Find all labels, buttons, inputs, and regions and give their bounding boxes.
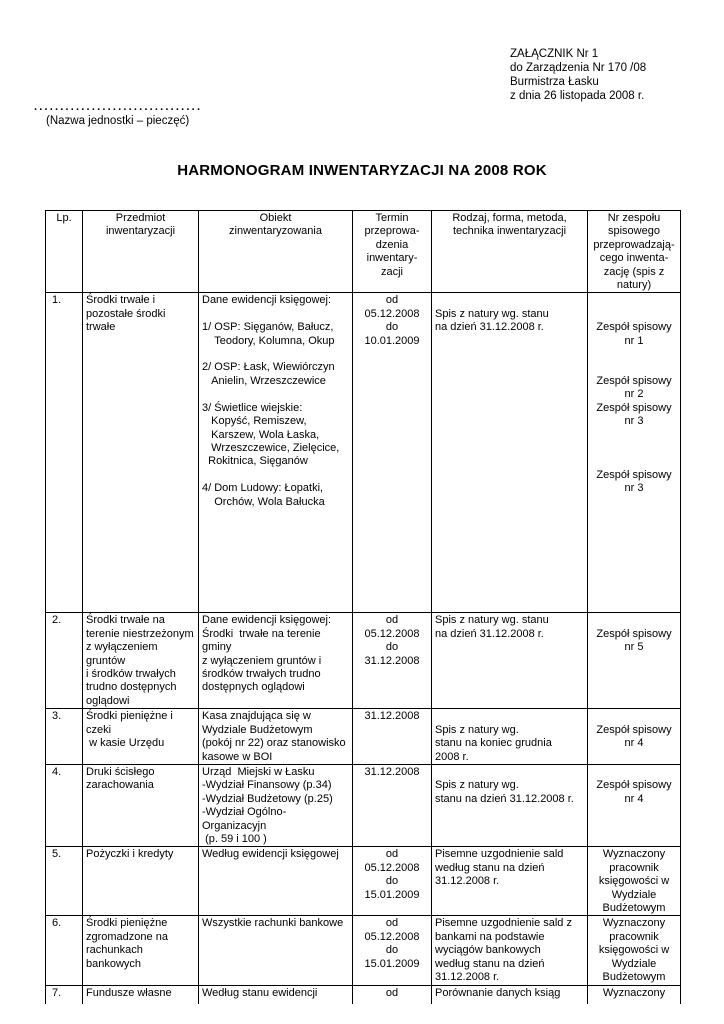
table-header-row: Lp. Przedmiot inwentaryzacji Obiekt zinw… [45,209,681,294]
cell-nr-zespolu: Zespół spisowy nr 1 Zespół spisowy nr 2 … [587,292,681,614]
table-row: 1. Środki trwałe i pozostałe środki trwa… [45,292,681,614]
header-obiekt: Obiekt zinwentaryzowania [198,209,353,294]
cell-nr-zespolu: Zespół spisowy nr 5 [587,612,681,710]
page-title: HARMONOGRAM INWENTARYZACJI NA 2008 ROK [177,162,547,179]
cell-nr-zespolu: Zespół spisowy nr 4 [587,763,681,848]
cell-lp: 3. [45,708,83,765]
unit-stamp-caption: (Nazwa jednostki – pieczęć) [46,115,190,127]
cell-lp: 2. [45,612,83,710]
cell-lp: 6. [45,915,83,987]
cell-lp: 1. [45,292,83,614]
cell-termin: od [352,985,432,1004]
table-row: 2. Środki trwałe na terenie niestrzeżony… [45,612,681,710]
cell-przedmiot: Środki trwałe na terenie niestrzeżonym z… [82,612,199,710]
cell-rodzaj: Porównanie danych ksiąg [431,985,588,1004]
cell-rodzaj: Pisemne uzgodnienie sald według stanu na… [431,846,588,917]
cell-obiekt: Wszystkie rachunki bankowe [198,915,353,987]
cell-przedmiot: Środki pieniężne i czeki w kasie Urzędu [82,708,199,765]
table-row: 4. Druki ścisłego zarachowania Urząd Mie… [45,763,681,848]
header-nr-zespolu: Nr zespołu spisowego przeprowadzają- ceg… [587,209,681,294]
cell-rodzaj: Spis z natury wg. stanu na koniec grudni… [431,708,588,765]
cell-nr-zespolu: Wyznaczony [587,985,681,1004]
cell-rodzaj: Spis z natury wg. stanu na dzień 31.12.2… [431,612,588,710]
unit-stamp-block: ................................ (Nazwa … [34,102,202,128]
table-row: 6. Środki pieniężne zgromadzone na rachu… [45,915,681,987]
cell-obiekt: Kasa znajdująca się w Wydziale Budżetowy… [198,708,353,765]
cell-obiekt: Dane ewidencji księgowej: Środki trwałe … [198,612,353,710]
cell-obiekt: Urząd Miejski w Łasku -Wydział Finansowy… [198,763,353,848]
cell-lp: 7. [45,985,83,1004]
attachment-note: ZAŁĄCZNIK Nr 1 do Zarządzenia Nr 170 /08… [510,48,647,102]
cell-przedmiot: Środki pieniężne zgromadzone na rachunka… [82,915,199,987]
cell-rodzaj: Spis z natury wg. stanu na dzień 31.12.2… [431,292,588,614]
cell-obiekt: Dane ewidencji księgowej: 1/ OSP: Sięgan… [198,292,353,614]
header-lp: Lp. [45,209,83,294]
table-row: 3. Środki pieniężne i czeki w kasie Urzę… [45,708,681,765]
cell-termin: 31.12.2008 [352,708,432,765]
table-row: 5. Pożyczki i kredyty Według ewidencji k… [45,846,681,917]
cell-termin: od 05.12.2008 do 15.01.2009 [352,846,432,917]
cell-przedmiot: Środki trwałe i pozostałe środki trwałe [82,292,199,614]
cell-lp: 5. [45,846,83,917]
cell-rodzaj: Pisemne uzgodnienie sald z bankami na po… [431,915,588,987]
cell-nr-zespolu: Wyznaczony pracownik księgowości w Wydzi… [587,915,681,987]
cell-rodzaj: Spis z natury wg. stanu na dzień 31.12.2… [431,763,588,848]
cell-przedmiot: Druki ścisłego zarachowania [82,763,199,848]
cell-przedmiot: Fundusze własne [82,985,199,1004]
cell-termin: od 05.12.2008 do 15.01.2009 [352,915,432,987]
cell-termin: od 05.12.2008 do 31.12.2008 [352,612,432,710]
cell-termin: 31.12.2008 [352,763,432,848]
cell-obiekt: Według ewidencji księgowej [198,846,353,917]
cell-nr-zespolu: Zespół spisowy nr 4 [587,708,681,765]
cell-nr-zespolu: Wyznaczony pracownik księgowości w Wydzi… [587,846,681,917]
header-termin: Termin przeprowa- dzenia inwentary- zacj… [352,209,432,294]
cell-przedmiot: Pożyczki i kredyty [82,846,199,917]
cell-termin: od 05.12.2008 do 10.01.2009 [352,292,432,614]
table-row: 7. Fundusze własne Według stanu ewidencj… [45,985,681,1004]
signature-dotted-line: ................................ [34,101,203,113]
inventory-schedule-table: Lp. Przedmiot inwentaryzacji Obiekt zinw… [45,209,681,1004]
cell-obiekt: Według stanu ewidencji [198,985,353,1004]
cell-lp: 4. [45,763,83,848]
header-rodzaj: Rodzaj, forma, metoda, technika inwentar… [431,209,588,294]
header-przedmiot: Przedmiot inwentaryzacji [82,209,199,294]
